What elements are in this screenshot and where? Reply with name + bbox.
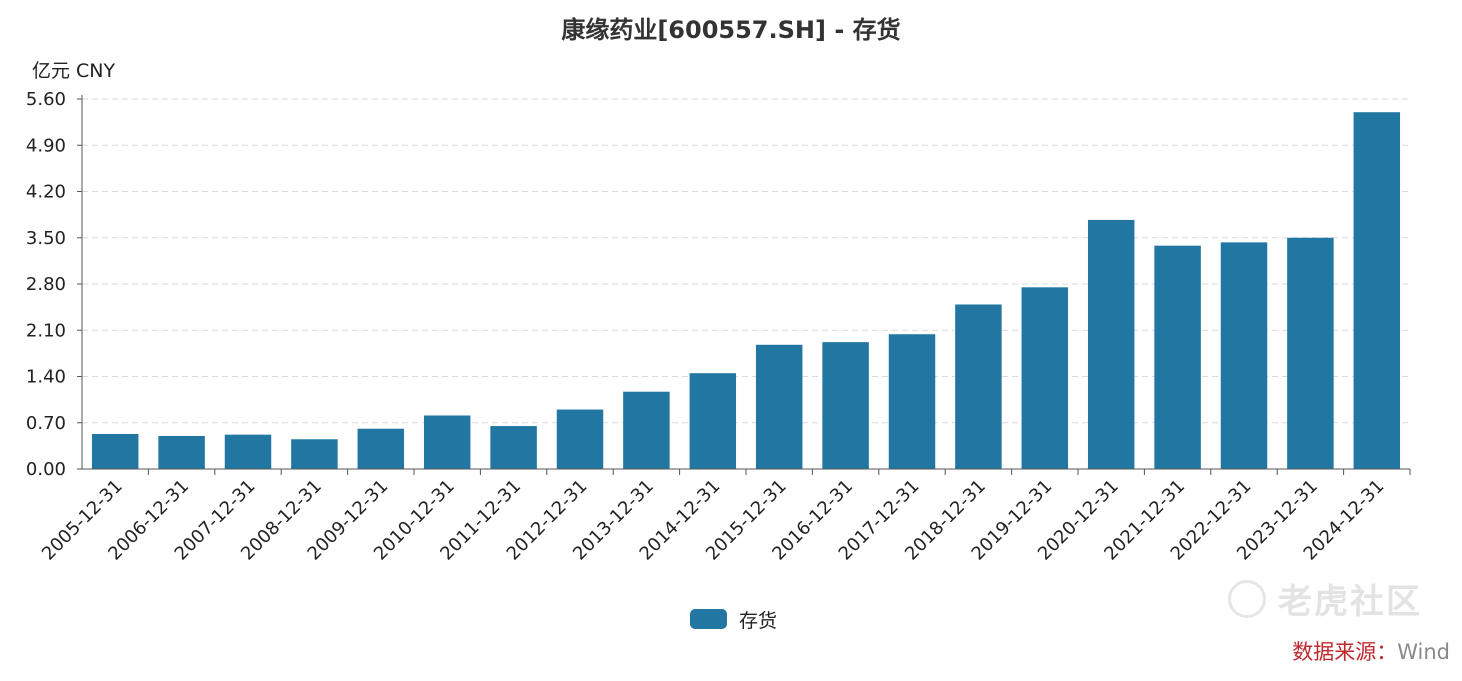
bar-2006-12-31[interactable]: [158, 435, 205, 469]
y-tick-label: 2.10: [26, 320, 66, 341]
bar-2024-12-31[interactable]: [1353, 112, 1401, 469]
axis-layer: 0.000.701.402.102.803.504.204.905.602005…: [26, 89, 1411, 565]
watermark-text: 老虎社区: [1278, 582, 1422, 622]
y-tick-label: 4.20: [26, 182, 66, 203]
legend-swatch: [690, 609, 727, 629]
bar-2021-12-31[interactable]: [1154, 245, 1201, 469]
y-tick-label: 0.70: [26, 413, 66, 434]
bar-2018-12-31[interactable]: [955, 304, 1002, 469]
y-axis-unit-label: 亿元 CNY: [32, 60, 116, 82]
bar-2020-12-31[interactable]: [1087, 219, 1135, 469]
y-tick-label: 2.80: [26, 274, 66, 295]
bar-2023-12-31[interactable]: [1287, 237, 1334, 469]
bar-2015-12-31[interactable]: [755, 344, 803, 469]
y-tick-label: 1.40: [26, 367, 66, 388]
y-tick-label: 0.00: [26, 459, 66, 480]
bar-2008-12-31[interactable]: [291, 439, 338, 469]
grid-layer: [82, 98, 1410, 424]
legend-label: 存货: [739, 609, 778, 632]
bar-2009-12-31[interactable]: [357, 428, 405, 469]
data-source-name: Wind: [1397, 640, 1450, 664]
chart-title: 康缘药业[600557.SH] - 存货: [561, 16, 901, 44]
bar-2012-12-31[interactable]: [556, 409, 604, 469]
bar-2007-12-31[interactable]: [224, 434, 272, 469]
bar-2013-12-31[interactable]: [623, 391, 670, 469]
watermark: 老虎社区: [1228, 574, 1422, 623]
y-tick-label: 3.50: [26, 228, 66, 249]
y-tick-label: 4.90: [26, 135, 66, 156]
bar-2022-12-31[interactable]: [1220, 242, 1268, 469]
bar-2017-12-31[interactable]: [888, 334, 936, 469]
bar-layer: [91, 112, 1401, 469]
bar-2010-12-31[interactable]: [423, 415, 471, 469]
data-source-prefix: 数据来源：: [1292, 640, 1398, 664]
bar-2011-12-31[interactable]: [490, 426, 537, 469]
data-source: 数据来源：Wind: [1292, 636, 1450, 666]
bar-2016-12-31[interactable]: [822, 342, 869, 469]
bar-2014-12-31[interactable]: [689, 373, 737, 469]
bar-2019-12-31[interactable]: [1021, 287, 1069, 469]
y-tick-label: 5.60: [26, 89, 66, 110]
legend[interactable]: 存货: [690, 606, 777, 632]
tiger-logo-icon: [1228, 579, 1266, 618]
bar-2005-12-31[interactable]: [91, 433, 139, 469]
